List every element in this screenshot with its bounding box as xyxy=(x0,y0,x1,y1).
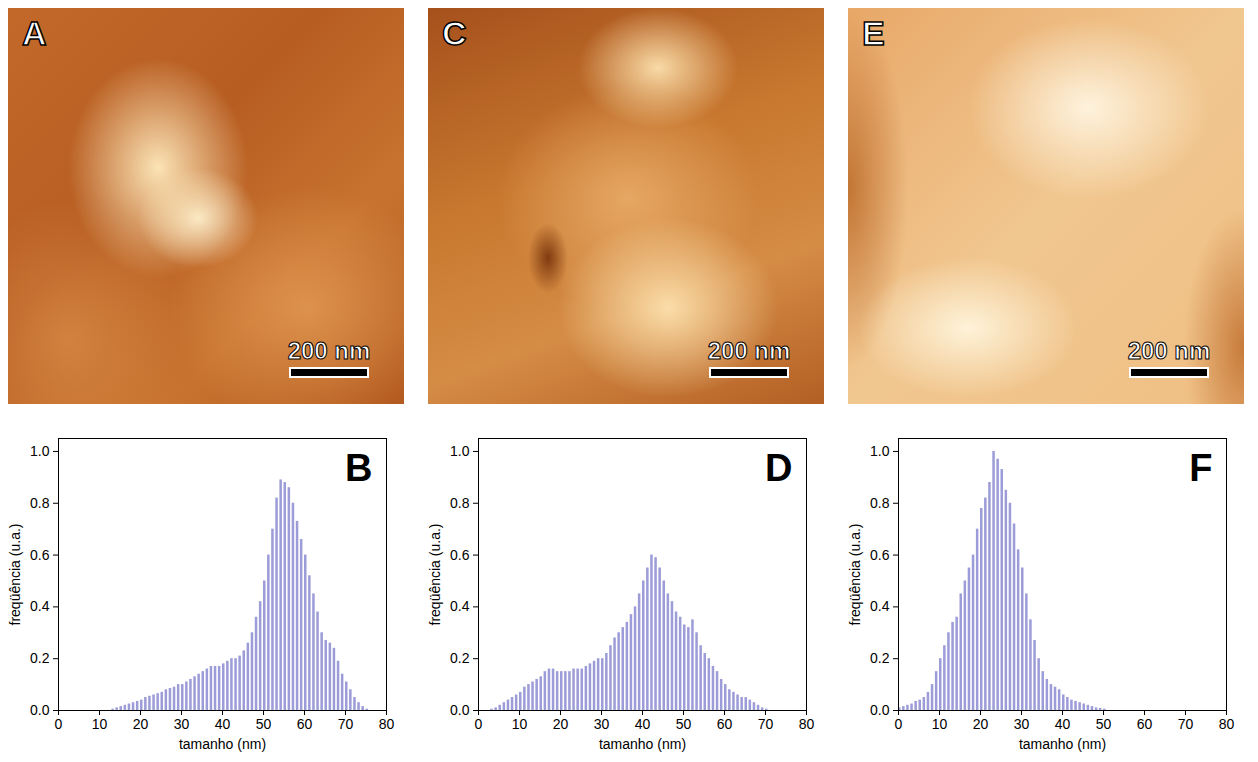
svg-text:40: 40 xyxy=(215,716,231,732)
svg-text:30: 30 xyxy=(1014,716,1030,732)
svg-text:0.8: 0.8 xyxy=(450,495,470,511)
svg-text:30: 30 xyxy=(594,716,610,732)
svg-text:0.0: 0.0 xyxy=(870,702,890,718)
svg-text:0.6: 0.6 xyxy=(30,547,50,563)
svg-text:freqüência (u.a.): freqüência (u.a.) xyxy=(427,524,443,626)
svg-text:0: 0 xyxy=(475,716,483,732)
svg-text:50: 50 xyxy=(256,716,272,732)
html-text:E: E xyxy=(862,14,885,52)
svg-text:20: 20 xyxy=(553,716,569,732)
svg-text:1.0: 1.0 xyxy=(870,443,890,459)
svg-text:0.4: 0.4 xyxy=(30,598,50,614)
svg-text:50: 50 xyxy=(676,716,692,732)
svg-text:80: 80 xyxy=(1219,716,1235,732)
svg-text:60: 60 xyxy=(1137,716,1153,732)
svg-text:0.0: 0.0 xyxy=(30,702,50,718)
html-text:200 nm: 200 nm xyxy=(287,337,371,364)
svg-text:10: 10 xyxy=(512,716,528,732)
svg-text:80: 80 xyxy=(799,716,815,732)
svg-text:20: 20 xyxy=(973,716,989,732)
svg-text:1.0: 1.0 xyxy=(450,443,470,459)
svg-text:30: 30 xyxy=(174,716,190,732)
svg-text:0: 0 xyxy=(55,716,63,732)
svg-text:80: 80 xyxy=(379,716,395,732)
html-text:200 nm: 200 nm xyxy=(1127,337,1211,364)
svg-text:0.0: 0.0 xyxy=(450,702,470,718)
html-text:A: A xyxy=(22,14,47,52)
svg-text:0.8: 0.8 xyxy=(870,495,890,511)
svg-text:10: 10 xyxy=(92,716,108,732)
svg-text:70: 70 xyxy=(1178,716,1194,732)
svg-text:10: 10 xyxy=(932,716,948,732)
svg-text:D: D xyxy=(765,447,792,489)
html-text:200 nm: 200 nm xyxy=(707,337,791,364)
svg-text:tamanho (nm): tamanho (nm) xyxy=(599,736,686,752)
svg-text:0.6: 0.6 xyxy=(870,547,890,563)
svg-text:1.0: 1.0 xyxy=(30,443,50,459)
svg-text:0.4: 0.4 xyxy=(450,598,470,614)
svg-text:tamanho (nm): tamanho (nm) xyxy=(1019,736,1106,752)
svg-text:40: 40 xyxy=(1055,716,1071,732)
svg-text:50: 50 xyxy=(1096,716,1112,732)
svg-text:70: 70 xyxy=(758,716,774,732)
svg-text:F: F xyxy=(1189,447,1212,489)
svg-text:0.2: 0.2 xyxy=(450,650,470,666)
svg-text:70: 70 xyxy=(338,716,354,732)
svg-text:0.2: 0.2 xyxy=(870,650,890,666)
svg-text:0.8: 0.8 xyxy=(30,495,50,511)
svg-text:0: 0 xyxy=(895,716,903,732)
svg-text:0.6: 0.6 xyxy=(450,547,470,563)
svg-text:40: 40 xyxy=(635,716,651,732)
svg-text:freqüência (u.a.): freqüência (u.a.) xyxy=(7,524,23,626)
svg-text:freqüência (u.a.): freqüência (u.a.) xyxy=(847,524,863,626)
svg-text:60: 60 xyxy=(717,716,733,732)
svg-text:0.4: 0.4 xyxy=(870,598,890,614)
svg-text:60: 60 xyxy=(297,716,313,732)
svg-text:20: 20 xyxy=(133,716,149,732)
html-text:C: C xyxy=(442,14,467,52)
svg-text:tamanho (nm): tamanho (nm) xyxy=(179,736,266,752)
svg-text:B: B xyxy=(345,447,372,489)
svg-text:0.2: 0.2 xyxy=(30,650,50,666)
